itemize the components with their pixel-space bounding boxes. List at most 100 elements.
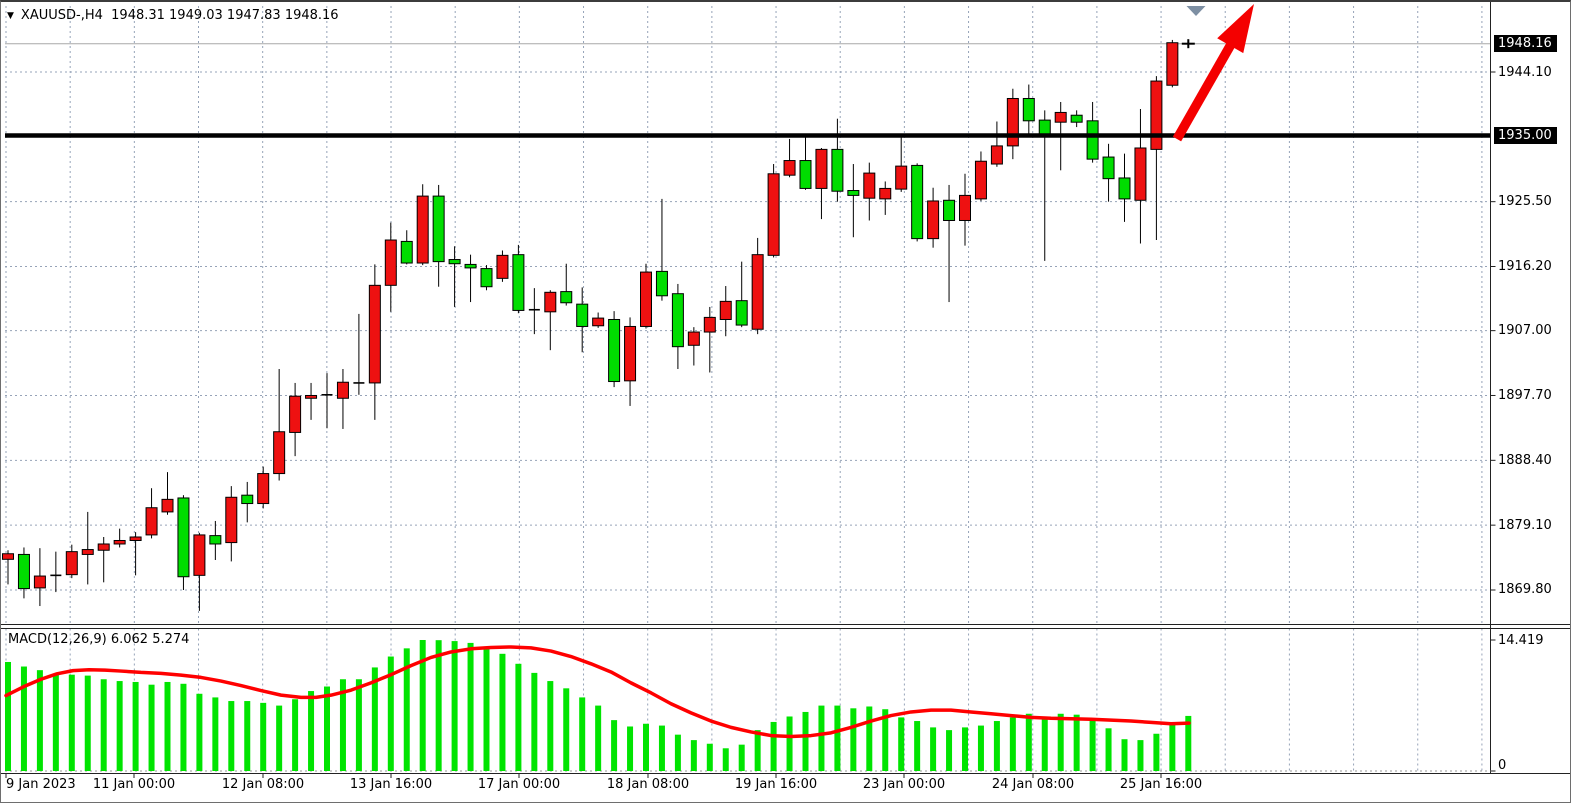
price-axis-label: 1888.40	[1498, 452, 1552, 468]
bullish-candle	[2, 553, 14, 560]
macd-indicator-label: MACD(12,26,9) 6.062 5.274	[8, 632, 190, 647]
macd-histogram-bar	[132, 681, 139, 771]
bearish-candle	[831, 148, 844, 192]
time-axis-label: 23 Jan 00:00	[862, 777, 946, 792]
price-axis-label: 1916.20	[1498, 259, 1552, 274]
bearish-candle	[241, 494, 254, 505]
time-axis-label: 9 Jan 2023	[6, 777, 76, 792]
macd-histogram-bar	[930, 727, 937, 771]
bearish-candle	[448, 259, 461, 265]
chart-title: ▼ XAUUSD-,H4 1948.31 1949.03 1947.83 1948…	[7, 8, 339, 23]
bullish-candle	[895, 165, 908, 190]
bullish-candle	[1166, 42, 1179, 86]
bearish-candle	[799, 160, 812, 189]
bullish-candle	[767, 173, 780, 256]
macd-histogram-bar	[84, 675, 91, 771]
bullish-candle	[416, 195, 429, 264]
macd-histogram-bar	[595, 705, 602, 771]
bullish-candle	[959, 194, 971, 221]
bullish-candle	[719, 300, 732, 320]
bullish-candle	[161, 498, 174, 513]
macd-histogram-bar	[116, 681, 123, 771]
bullish-candle	[289, 395, 302, 433]
macd-histogram-bar	[834, 705, 841, 771]
time-axis-label: 11 Jan 00:00	[92, 777, 176, 792]
macd-histogram-bar	[1073, 714, 1080, 771]
macd-histogram-bar	[563, 688, 570, 771]
macd-histogram-bar	[1025, 713, 1032, 771]
macd-histogram-bar	[818, 705, 825, 771]
bullish-candle	[97, 543, 110, 551]
bullish-candle	[624, 325, 637, 382]
macd-histogram-bar	[371, 667, 378, 771]
bearish-candle	[464, 263, 477, 269]
macd-histogram-bar	[196, 693, 203, 771]
level-line-price-label: 1935.00	[1494, 126, 1557, 144]
bearish-candle	[847, 190, 860, 196]
macd-histogram-bar	[212, 697, 219, 771]
bullish-candle	[863, 172, 876, 199]
bearish-candle	[1102, 156, 1115, 180]
macd-histogram-bar	[770, 721, 777, 771]
bearish-candle	[17, 553, 30, 590]
macd-histogram-bar	[387, 656, 394, 771]
ohlc-quote-text: XAUUSD-,H4 1948.31 1949.03 1947.83 1948.…	[20, 8, 339, 23]
bullish-candle	[751, 254, 764, 330]
macd-histogram-bar	[1009, 717, 1016, 771]
macd-histogram-bar	[754, 730, 761, 771]
macd-histogram-bar	[658, 725, 665, 771]
bullish-candle	[81, 549, 94, 555]
macd-histogram-bar	[228, 701, 235, 771]
bullish-candle	[1150, 80, 1163, 150]
macd-histogram-bar	[339, 679, 346, 771]
bullish-candle	[815, 148, 828, 189]
bullish-candle	[640, 271, 652, 327]
bearish-candle	[1070, 114, 1083, 123]
bullish-candle	[384, 239, 397, 286]
macd-histogram-bar	[993, 721, 1000, 771]
macd-histogram-bar	[674, 734, 681, 771]
time-axis-label: 18 Jan 08:00	[606, 777, 690, 792]
bearish-candle	[671, 293, 684, 348]
bullish-candle	[1054, 111, 1067, 123]
macd-histogram-bar	[946, 730, 953, 771]
time-axis-label: 19 Jan 16:00	[734, 777, 818, 792]
macd-histogram-bar	[20, 666, 27, 771]
bullish-candle	[33, 575, 46, 589]
bullish-candle	[879, 187, 892, 200]
bullish-candle	[1006, 97, 1019, 147]
bearish-candle	[400, 240, 413, 264]
bullish-candle	[703, 316, 716, 333]
bearish-candle	[512, 254, 525, 311]
macd-histogram-bar	[898, 717, 905, 771]
macd-histogram-bar	[914, 721, 921, 771]
bullish-candle	[257, 473, 270, 505]
bearish-candle	[1086, 120, 1099, 160]
macd-histogram-bar	[643, 723, 649, 771]
macd-histogram-bar	[483, 647, 490, 771]
macd-histogram-bar	[5, 661, 11, 771]
macd-histogram-bar	[1153, 733, 1160, 771]
macd-histogram-bar	[802, 711, 809, 771]
bearish-candle	[1022, 97, 1035, 122]
bullish-candle	[990, 145, 1003, 165]
bearish-candle	[576, 303, 589, 327]
macd-histogram-bar	[419, 639, 426, 771]
bearish-candle	[735, 300, 748, 326]
macd-histogram-bar	[786, 716, 793, 771]
macd-histogram-bar	[1105, 728, 1112, 771]
bearish-candle	[209, 535, 222, 545]
current-price-label: 1948.16	[1494, 35, 1557, 53]
bullish-candle	[305, 394, 318, 399]
bullish-candle	[193, 534, 206, 576]
bearish-candle	[1038, 119, 1051, 135]
macd-histogram-bar	[499, 653, 506, 771]
bearish-candle	[911, 164, 924, 240]
macd-histogram-bar	[866, 706, 873, 771]
macd-histogram-bar	[850, 708, 857, 771]
macd-histogram-bar	[403, 648, 410, 771]
macd-histogram-bar	[100, 679, 107, 771]
macd-histogram-bar	[148, 684, 155, 771]
macd-histogram-bar	[882, 709, 889, 771]
